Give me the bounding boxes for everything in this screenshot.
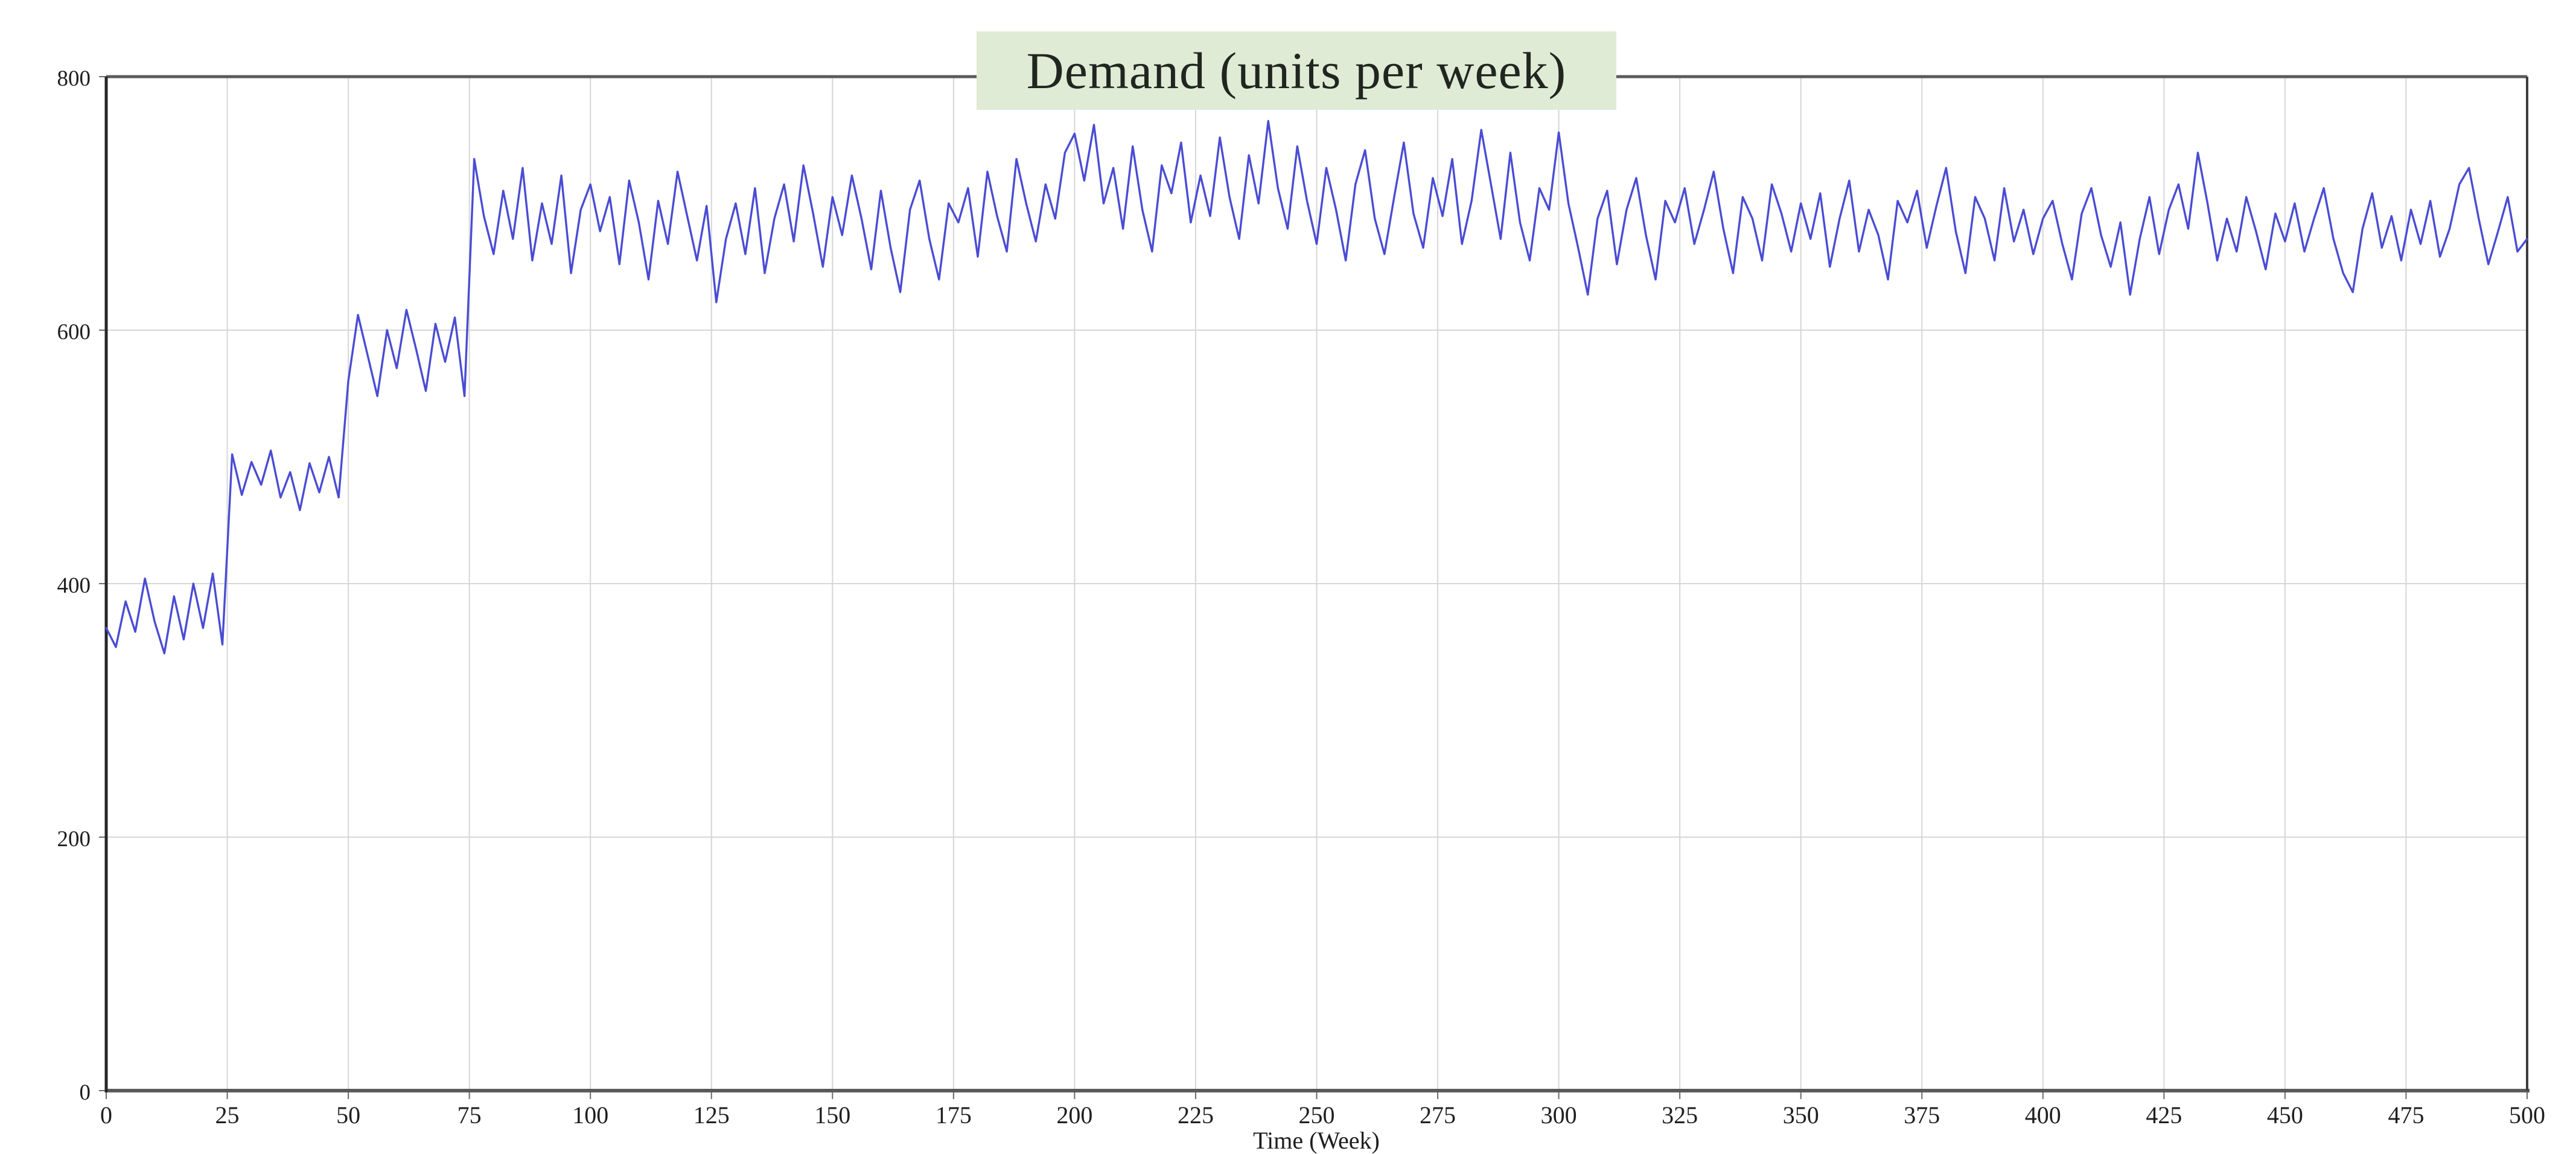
y-tick-label: 400	[57, 573, 91, 598]
x-tick-label: 175	[935, 1101, 972, 1129]
x-tick-label: 400	[2024, 1101, 2061, 1129]
x-tick-label: 500	[2509, 1101, 2545, 1129]
x-tick-label: 375	[1904, 1101, 1940, 1129]
y-tick-label: 0	[79, 1080, 91, 1105]
x-tick-label: 200	[1056, 1101, 1093, 1129]
x-tick-label: 0	[100, 1101, 112, 1129]
chart-title: Demand (units per week)	[1026, 42, 1567, 100]
x-tick-label: 150	[814, 1101, 851, 1129]
x-tick-label: 50	[336, 1101, 361, 1129]
x-tick-label: 350	[1782, 1101, 1819, 1129]
x-tick-label: 25	[215, 1101, 240, 1129]
chart-title-box: Demand (units per week)	[977, 31, 1616, 110]
x-tick-label: 450	[2266, 1101, 2303, 1129]
y-tick-label: 200	[57, 827, 91, 852]
x-axis-title: Time (Week)	[1253, 1127, 1380, 1154]
x-tick-label: 325	[1662, 1101, 1698, 1129]
x-tick-label: 275	[1420, 1101, 1456, 1129]
x-tick-label: 100	[572, 1101, 609, 1129]
x-tick-label: 75	[457, 1101, 482, 1129]
x-tick-label: 250	[1298, 1101, 1335, 1129]
y-tick-label: 600	[57, 320, 91, 345]
y-tick-label: 800	[57, 66, 91, 91]
x-tick-label: 125	[693, 1101, 730, 1129]
x-tick-label: 475	[2388, 1101, 2425, 1129]
demand-series-line	[105, 120, 2528, 655]
x-tick-label: 300	[1540, 1101, 1577, 1129]
x-tick-label: 225	[1177, 1101, 1214, 1129]
x-tick-label: 425	[2146, 1101, 2182, 1129]
